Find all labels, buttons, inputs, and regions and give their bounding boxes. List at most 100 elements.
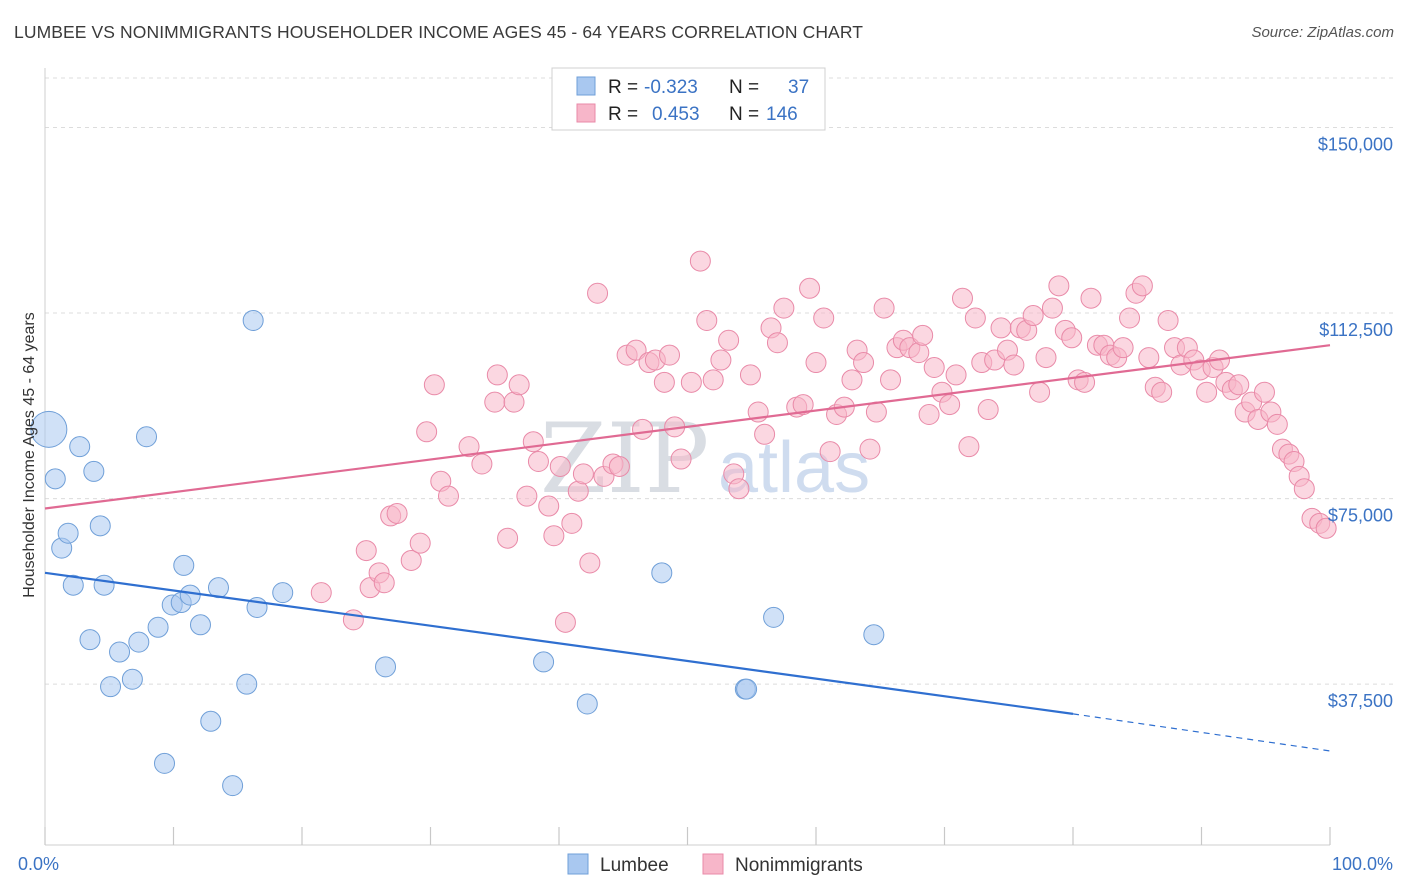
data-point [763,606,785,628]
data-point [572,463,594,485]
data-point [533,651,555,673]
data-point [179,584,201,606]
data-point [79,629,101,651]
nonimmigrants-points [310,250,1337,633]
legend-r-label-2: R = [608,104,638,125]
x-tick-label: 100.0% [1332,854,1393,874]
data-point [754,423,776,445]
data-point [958,436,980,458]
data-point [458,436,480,458]
watermark: ZIP atlas [540,403,870,515]
data-point [792,394,814,416]
data-point [423,374,445,396]
data-point [1003,354,1025,376]
data-point [69,436,91,458]
data-point [128,631,150,653]
data-point [853,352,875,374]
legend-r-value-2: 0.453 [652,104,700,125]
data-point [516,485,538,507]
data-point [375,656,397,678]
data-point [373,572,395,594]
data-point [486,364,508,386]
data-point [89,515,111,537]
data-point [859,438,881,460]
bottom-legend-label-nonimmigrants: Nonimmigrants [735,855,863,876]
data-point [696,309,718,331]
data-point [1061,327,1083,349]
x-tick-labels: 0.0% 100.0% [18,854,1393,874]
data-point [471,453,493,475]
data-point [659,344,681,366]
data-point [93,574,115,596]
data-point [579,552,601,574]
bottom-legend-label-lumbee: Lumbee [600,855,669,876]
data-point [918,403,940,425]
data-point [964,307,986,329]
data-point [576,693,598,715]
data-point [799,277,821,299]
data-point [990,317,1012,339]
data-point [409,532,431,554]
data-point [355,540,377,562]
data-point [44,468,66,490]
y-tick-label: $112,500 [1319,320,1393,340]
data-point [222,775,244,797]
data-point [1029,381,1051,403]
data-point [653,371,675,393]
data-point [242,309,264,331]
data-point [497,527,519,549]
data-point [608,455,630,477]
data-point [538,495,560,517]
data-point [543,525,565,547]
data-point [863,624,885,646]
data-point [189,614,211,636]
data-point [1315,517,1337,539]
data-point [908,342,930,364]
data-point [865,401,887,423]
data-point [736,678,758,700]
legend-r-label-1: R = [608,77,638,98]
data-point [1119,307,1141,329]
data-point [923,356,945,378]
data-point [951,287,973,309]
data-point [1048,275,1070,297]
data-point [57,522,79,544]
data-point [1228,374,1250,396]
data-point [680,371,702,393]
data-point [310,582,332,604]
y-tick-label: $150,000 [1318,134,1393,154]
y-tick-labels: $37,500 $75,000 $112,500 $150,000 [1318,134,1393,711]
data-point [805,352,827,374]
series-legend: Lumbee Nonimmigrants [567,853,863,876]
data-point [83,460,105,482]
trend-line [44,344,1331,510]
data-point [400,549,422,571]
data-point [728,478,750,500]
data-point [342,609,364,631]
chart-source: Source: ZipAtlas.com [1251,24,1394,41]
data-point [689,250,711,272]
data-point [670,448,692,470]
data-point [739,364,761,386]
data-point [173,554,195,576]
data-point [625,339,647,361]
legend-swatch-nonimmigrants [576,103,596,123]
legend-r-value-1: -0.323 [644,77,698,98]
data-point [121,668,143,690]
data-point [702,369,724,391]
data-point [873,297,895,319]
data-point [1196,381,1218,403]
data-point [200,710,222,732]
legend-n-label-2: N = [729,104,759,125]
x-tick-label: 0.0% [18,854,59,874]
data-point [939,394,961,416]
data-point [484,391,506,413]
data-point [710,349,732,371]
data-point [147,616,169,638]
data-point [1266,413,1288,435]
chart-title: LUMBEE VS NONIMMIGRANTS HOUSEHOLDER INCO… [14,22,864,42]
legend-swatch-lumbee [576,76,596,96]
data-point [549,455,571,477]
data-point [136,426,158,448]
bottom-legend-swatch-nonimmigrants [702,853,724,875]
